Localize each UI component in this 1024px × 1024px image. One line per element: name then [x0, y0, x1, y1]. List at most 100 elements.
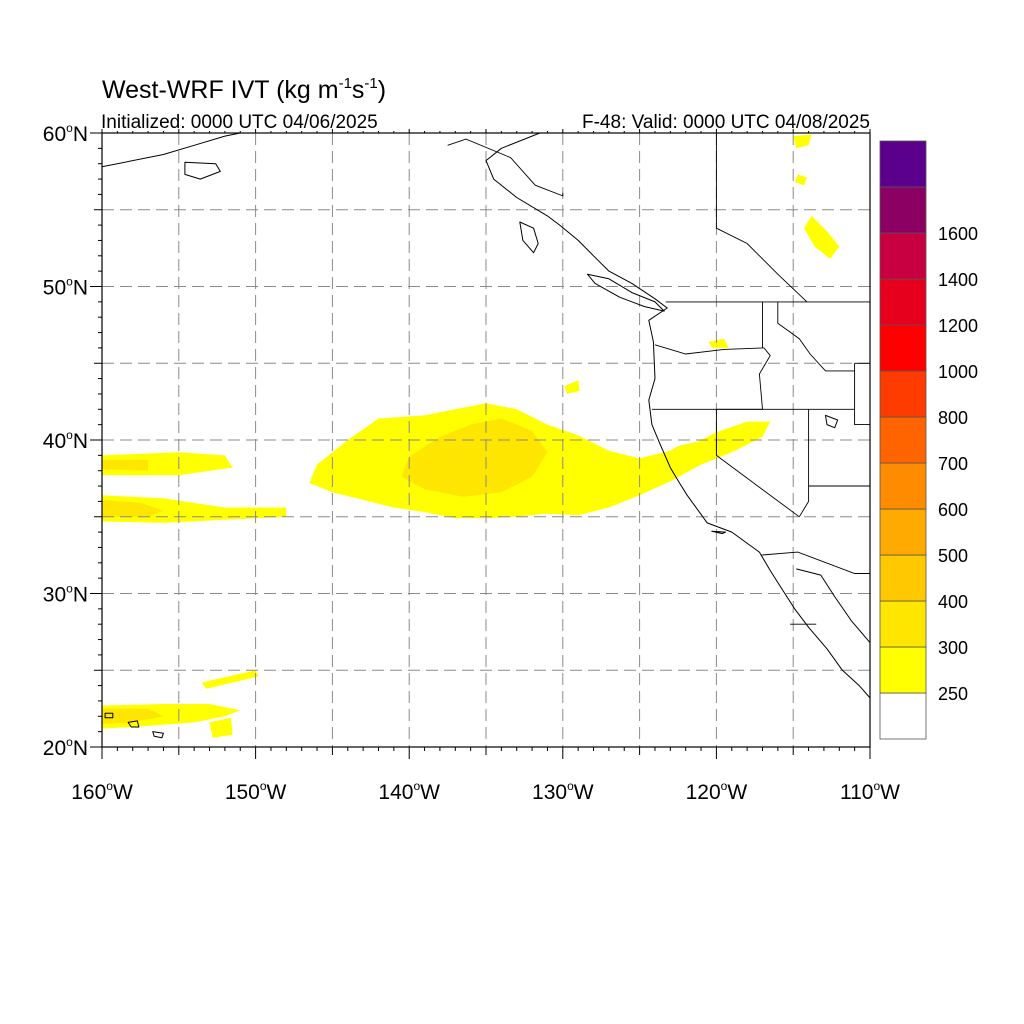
lat-label-hemisphere: N [73, 430, 88, 453]
lat-label: 60oN [43, 121, 88, 146]
colorbar-label: 1200 [938, 316, 978, 336]
ivt-area-hawaii-south-250 [209, 717, 233, 738]
title-mid: s [352, 76, 365, 104]
border-wyoming-utah-border [854, 370, 870, 426]
coastline-oahu [127, 720, 140, 728]
colorbar-swatch [879, 186, 927, 234]
coastlines [102, 133, 870, 739]
lon-label-hemisphere: W [880, 781, 900, 804]
colorbar-label: 600 [938, 500, 968, 520]
degree-symbol: o [260, 779, 267, 793]
lat-label-degrees: 60 [43, 123, 66, 146]
coastline-gulf-of-california-coast [796, 568, 870, 655]
lat-label-hemisphere: N [73, 737, 88, 760]
lon-label-degrees: 160 [71, 781, 106, 804]
ivt-shaded-fields [102, 134, 840, 738]
ivt-area-central-plume-300 [401, 418, 548, 497]
degree-symbol: o [106, 779, 113, 793]
map-panel: 160oW 150oW 140oW 130oW 120oW 110oW 60oN50oN4… [43, 121, 900, 804]
colorbar-label: 700 [938, 454, 968, 474]
title-end: ) [378, 76, 386, 104]
degree-symbol: o [66, 428, 73, 442]
ivt-area-subtropic-streak-250 [201, 670, 259, 689]
degree-symbol: o [413, 779, 420, 793]
lon-label-hemisphere: W [420, 781, 440, 804]
colorbar-swatch [879, 554, 927, 602]
colorbar-label: 1600 [938, 224, 978, 244]
colorbar-swatch [879, 462, 927, 510]
init-time-label: Initialized: 0000 UTC 04/06/2025 [101, 112, 378, 133]
lat-label-degrees: 50 [43, 277, 66, 300]
coastline-haida-gwaii [519, 221, 539, 254]
lat-label-hemisphere: N [73, 277, 88, 300]
lon-label-degrees: 150 [225, 781, 260, 804]
colorbar-label: 250 [938, 684, 968, 704]
colorbar-swatch [879, 140, 927, 188]
colorbar-swatch [879, 324, 927, 372]
border-bc-alberta-border [715, 133, 808, 303]
degree-symbol: o [66, 735, 73, 749]
valid-time-label: F-48: Valid: 0000 UTC 04/08/2025 [582, 112, 870, 133]
lon-label-hemisphere: W [113, 781, 133, 804]
lon-label-degrees: 110 [840, 781, 873, 804]
political-borders [447, 133, 870, 625]
title-main: West-WRF IVT (kg m [102, 76, 339, 104]
coastline-north-america-west-coast [485, 133, 870, 699]
degree-symbol: o [873, 779, 880, 793]
border-washington-oregon-border [654, 344, 765, 355]
colorbar-label: 300 [938, 638, 968, 658]
lon-label-hemisphere: W [574, 781, 594, 804]
lon-label: 160oW [71, 779, 133, 804]
lat-label-degrees: 30 [43, 584, 66, 607]
lon-label: 150oW [225, 779, 287, 804]
coastline-alaska-coast [102, 133, 241, 168]
border-oregon-idaho-border [758, 347, 771, 410]
lon-label: 130oW [532, 779, 594, 804]
colorbar-label: 1000 [938, 362, 978, 382]
lon-label-degrees: 140 [378, 781, 413, 804]
lon-label: 110oW [840, 779, 900, 804]
coastline-maui [152, 731, 164, 739]
lat-label-degrees: 20 [43, 737, 66, 760]
lon-label: 120oW [686, 779, 748, 804]
border-nevada-utah-border [798, 409, 810, 518]
title-sup2: -1 [364, 75, 377, 92]
lat-label-hemisphere: N [73, 123, 88, 146]
colorbar-swatch [879, 278, 927, 326]
ivt-area-canada-blob-250 [804, 215, 840, 259]
ivt-area-offshore-blob-250 [564, 380, 580, 394]
ivt-area-hawaii-plume-300 [102, 708, 164, 724]
colorbar-label: 800 [938, 408, 968, 428]
lon-label-hemisphere: W [727, 781, 747, 804]
colorbar-label: 1400 [938, 270, 978, 290]
coastline-kauai [104, 712, 114, 719]
coastline-vancouver-island [586, 273, 665, 312]
degree-symbol: o [567, 779, 574, 793]
colorbar-swatch [879, 370, 927, 418]
ivt-area-southern-plume-300 [102, 499, 164, 517]
lat-label: 30oN [43, 582, 88, 607]
lon-label-degrees: 120 [686, 781, 721, 804]
degree-symbol: o [66, 582, 73, 596]
border-alaska-canada-border [447, 138, 564, 197]
coastline-kodiak-island [184, 161, 221, 180]
coastline-great-salt-lake [825, 414, 839, 429]
degree-symbol: o [721, 779, 728, 793]
lat-label: 20oN [43, 735, 88, 760]
ivt-area-northern-plume-300 [102, 460, 149, 471]
colorbar-swatch [879, 646, 927, 694]
ivt-area-canada-top-250 [793, 134, 812, 149]
lon-label: 140oW [378, 779, 440, 804]
longitude-labels: 160oW 150oW 140oW 130oW 120oW 110oW [71, 779, 900, 804]
ivt-colorbar: 250 300 400 500 600 700 800 1000 1200 1400 1600 [879, 140, 978, 740]
colorbar-swatch [879, 692, 927, 740]
lon-label-degrees: 130 [532, 781, 567, 804]
border-california-nevada-border [715, 409, 800, 518]
title-sup1: -1 [339, 75, 352, 92]
axis-ticks [90, 129, 871, 759]
lat-label-degrees: 40 [43, 430, 66, 453]
figure-title: West-WRF IVT (kg m-1s-1) [102, 75, 386, 104]
lat-label: 50oN [43, 275, 88, 300]
